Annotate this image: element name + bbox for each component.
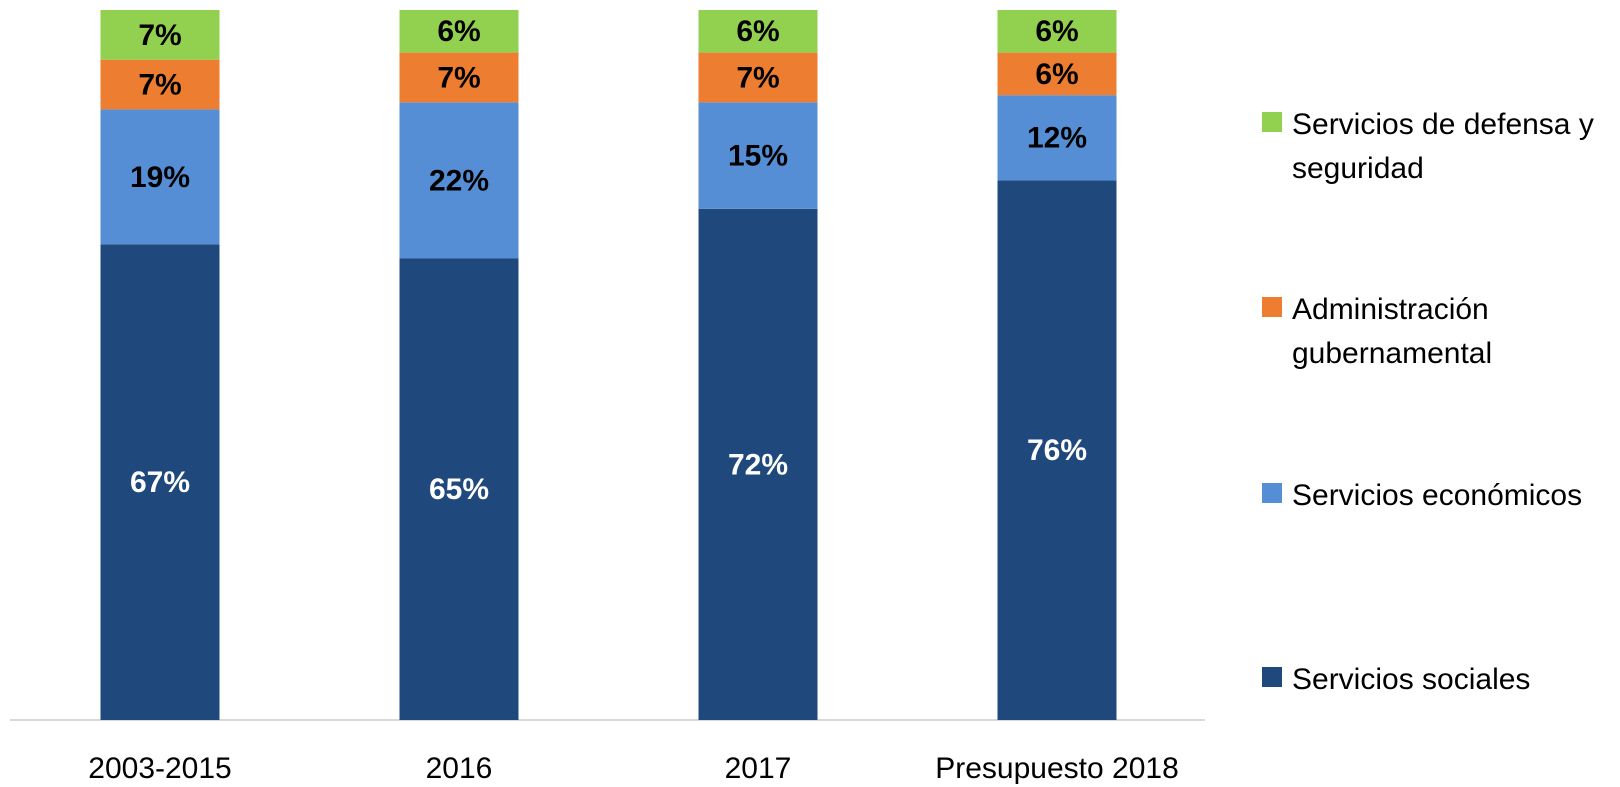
data-label: 6%	[1035, 58, 1078, 91]
data-label: 6%	[437, 15, 480, 48]
legend-entry: Servicios sociales	[1262, 658, 1607, 702]
x-tick-label: 2003-2015	[88, 752, 231, 785]
legend-label: Servicios económicos	[1292, 479, 1583, 512]
x-tick-label: 2017	[725, 752, 792, 785]
data-label: 72%	[728, 448, 788, 481]
bar-segment	[698, 10, 818, 53]
bar-segment	[997, 52, 1117, 96]
legend-label: Servicios de defensa y seguridad	[1292, 108, 1594, 185]
bar-segment	[399, 52, 519, 103]
data-label: 65%	[429, 473, 489, 506]
data-label: 6%	[1035, 15, 1078, 48]
data-label: 19%	[130, 161, 190, 194]
legend-swatch	[1262, 483, 1282, 503]
bar-segment	[100, 109, 220, 245]
legend-swatch	[1262, 112, 1282, 132]
legend-entry: Servicios económicos	[1262, 474, 1607, 518]
bar-segment	[997, 180, 1117, 720]
data-label: 76%	[1027, 434, 1087, 467]
data-label: 7%	[437, 61, 480, 94]
bar-segment	[399, 258, 519, 720]
data-label: 22%	[429, 164, 489, 197]
data-label: 7%	[138, 68, 181, 101]
legend-label: Servicios sociales	[1292, 663, 1531, 696]
x-tick-label: Presupuesto 2018	[935, 752, 1179, 785]
bar-segment	[100, 10, 220, 60]
x-tick-label: 2016	[426, 752, 493, 785]
bar-segment	[997, 10, 1117, 53]
data-label: 15%	[728, 139, 788, 172]
bar-segment	[698, 208, 818, 721]
legend-label: Administración gubernamental	[1292, 293, 1493, 370]
legend-swatch	[1262, 667, 1282, 687]
data-label: 12%	[1027, 122, 1087, 155]
bar-segment	[399, 102, 519, 259]
bar-segment	[399, 10, 519, 53]
legend-entry: Servicios de defensa y seguridad	[1262, 103, 1607, 191]
bar-segment	[100, 244, 220, 721]
data-label: 7%	[138, 19, 181, 52]
legend-swatch	[1262, 297, 1282, 317]
bar-segment	[100, 59, 220, 110]
bar-segment	[698, 52, 818, 103]
bar-segment	[997, 95, 1117, 181]
legend-entry: Administración gubernamental	[1262, 288, 1607, 376]
data-label: 67%	[130, 466, 190, 499]
bar-segment	[698, 102, 818, 209]
data-label: 6%	[736, 15, 779, 48]
data-label: 7%	[736, 61, 779, 94]
